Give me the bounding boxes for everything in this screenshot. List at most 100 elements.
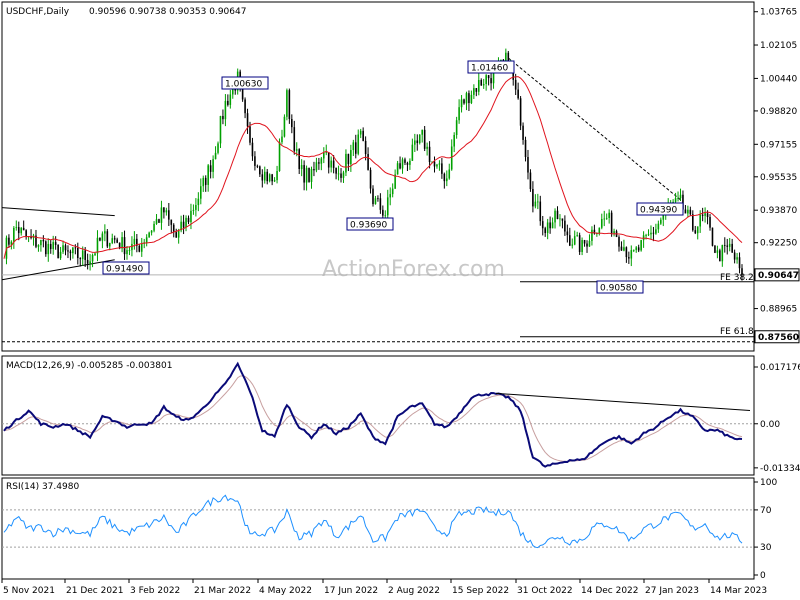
macd-label: MACD(12,26,9) -0.005285 -0.003801 (6, 361, 172, 371)
candle-body (709, 217, 711, 228)
candle (67, 245, 69, 259)
price-tick-label: 0.88965 (760, 305, 797, 315)
candle-body (271, 174, 273, 182)
candle (723, 237, 726, 253)
candle-body (128, 250, 131, 251)
candle-body (404, 159, 406, 163)
candle-body (477, 80, 480, 92)
candle (369, 167, 372, 194)
candle (32, 233, 35, 246)
candle-body (736, 257, 738, 260)
candle (192, 204, 195, 215)
candle-body (8, 237, 10, 245)
candle (259, 165, 261, 178)
candle (468, 90, 470, 112)
candle (372, 185, 374, 207)
candle-body (571, 244, 574, 246)
candle-body (160, 207, 163, 223)
candle (209, 160, 212, 179)
candle (222, 109, 224, 125)
candle-body (15, 227, 18, 228)
candle (150, 230, 153, 236)
candle (308, 167, 310, 183)
candle (578, 232, 581, 255)
candle-body (721, 245, 724, 262)
time-tick-label: 14 Mar 2023 (710, 586, 767, 596)
candle-body (268, 174, 271, 182)
candle (116, 237, 118, 244)
candle-body (209, 165, 212, 172)
grid-lines (2, 274, 754, 343)
trend-lines (1, 57, 681, 281)
candle-body (689, 209, 692, 215)
candle-body (298, 149, 300, 170)
candle (603, 210, 606, 227)
candle-body (458, 107, 460, 121)
candle (731, 238, 733, 254)
candle-body (133, 238, 136, 244)
candle-body (20, 227, 23, 234)
candle-body (187, 217, 190, 223)
candle-body (421, 129, 423, 135)
candle-body (212, 159, 214, 172)
candle (428, 141, 431, 169)
candle (566, 224, 569, 243)
candle-body (207, 165, 209, 185)
candle-body (630, 250, 633, 259)
macd-signal-line (3, 375, 743, 462)
candle (581, 237, 583, 256)
candle (692, 210, 694, 232)
candle-body (731, 243, 733, 253)
candle-body (182, 221, 185, 228)
candle (200, 178, 202, 205)
candle-body (72, 247, 74, 254)
candle-body (190, 210, 192, 223)
candle (190, 203, 192, 230)
candle-body (586, 243, 588, 247)
candle-body (662, 214, 665, 220)
candle-body (645, 235, 647, 236)
candle-body (428, 146, 431, 163)
candle (598, 227, 601, 236)
candle-body (546, 222, 549, 234)
candle (45, 240, 47, 257)
candle (89, 254, 91, 271)
candle-body (719, 250, 721, 262)
candle-body (350, 150, 352, 165)
candle (359, 128, 362, 139)
candle (207, 164, 209, 192)
candle (482, 78, 485, 89)
candle (618, 235, 620, 252)
candle-body (259, 166, 261, 175)
candle-body (635, 247, 638, 250)
candle-body (354, 142, 357, 154)
candle-body (384, 215, 387, 217)
candle-body (475, 88, 478, 92)
candle (443, 172, 446, 189)
candle (391, 183, 394, 198)
candle (197, 192, 200, 212)
candle (17, 221, 20, 241)
candle-body (94, 253, 96, 256)
candle (138, 244, 141, 253)
candle-body (59, 251, 62, 259)
level-price-text: 0.87560 (758, 333, 799, 343)
candle-body (391, 188, 394, 195)
time-tick-label: 2 Aug 2022 (388, 586, 440, 596)
candle-body (701, 214, 704, 216)
candle (108, 242, 111, 251)
candle-body (519, 98, 522, 126)
candle (379, 193, 382, 214)
candle (163, 207, 165, 219)
annotation-label: 0.93690 (346, 217, 394, 231)
candle-body (10, 241, 13, 245)
candle (546, 218, 549, 240)
candle (687, 205, 689, 218)
candle (470, 90, 473, 105)
candle-body (507, 52, 510, 67)
candle (99, 237, 101, 242)
candle (271, 173, 273, 186)
candle (736, 253, 738, 264)
candle-body (325, 152, 328, 154)
annotation-text: 0.90580 (600, 284, 637, 294)
